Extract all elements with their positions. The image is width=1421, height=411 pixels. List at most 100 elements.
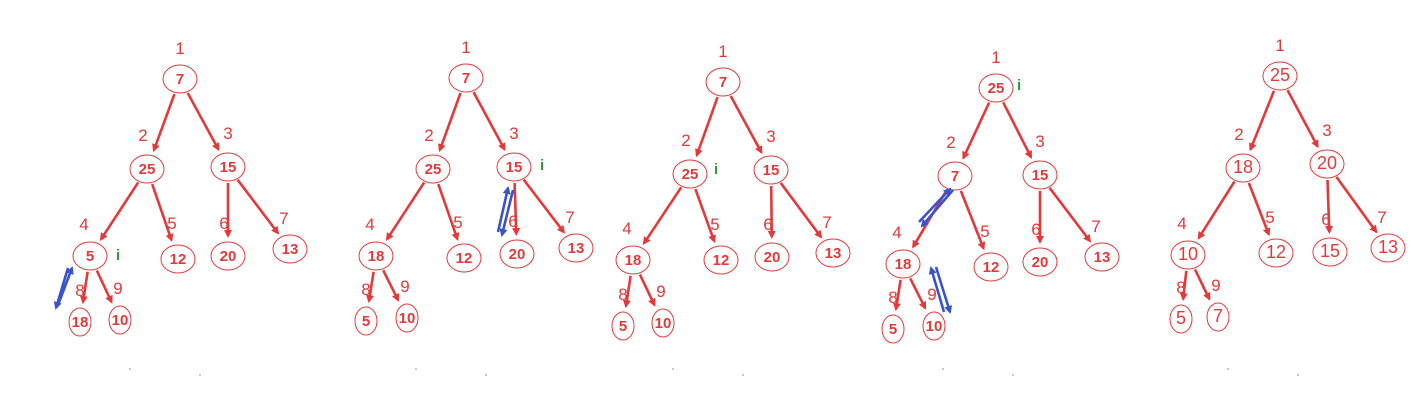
node-index: 4: [622, 219, 631, 238]
edge-arrow: [1048, 187, 1092, 243]
edge-arrow: [385, 181, 426, 241]
node-value: 10: [1178, 244, 1198, 264]
node-index: 6: [219, 214, 228, 233]
node-index: 9: [113, 279, 122, 298]
node-index: 3: [1035, 132, 1044, 151]
node-value: 10: [926, 318, 943, 335]
node-circle: [753, 155, 789, 185]
node-circle: [1206, 302, 1230, 332]
edge-arrow: [892, 279, 902, 312]
edge-arrow: [909, 277, 927, 310]
edge-arrow: [152, 93, 176, 153]
node-index: 9: [656, 282, 665, 301]
node-index: 1: [991, 48, 1000, 67]
node-circle: [881, 314, 905, 344]
node-index: 5: [453, 213, 462, 232]
edge-arrow: [642, 186, 683, 245]
heap-node-3: 20 3: [1309, 121, 1345, 179]
edge-arrow: [150, 183, 174, 242]
heap-node-3: 15 3: [496, 124, 532, 182]
node-index: 2: [946, 133, 955, 152]
swap-arrow: [496, 186, 511, 233]
node-value: 18: [625, 252, 642, 269]
node-value: 12: [713, 252, 730, 269]
node-circle: [978, 73, 1014, 103]
node-index: 5: [1265, 208, 1274, 227]
heap-node-9: 79: [1206, 276, 1230, 332]
node-circle: [210, 152, 246, 182]
node-value: 5: [86, 248, 94, 265]
heap-node-7: 13 7: [1084, 217, 1120, 272]
node-value: 10: [655, 315, 672, 332]
node-index: 6: [508, 212, 517, 231]
edge-arrow: [729, 95, 763, 155]
heap-node-4: 18 4: [615, 219, 651, 275]
edge-arrow: [512, 182, 521, 236]
node-index: 4: [79, 215, 88, 234]
stray-dot: [1227, 368, 1229, 370]
heap-node-8: 58: [611, 285, 635, 341]
heap-node-1: 71: [162, 39, 198, 94]
node-value: 7: [462, 70, 470, 87]
edge-arrow: [438, 92, 462, 153]
node-index: 6: [763, 215, 772, 234]
node-index: 8: [361, 280, 370, 299]
node-circle: [160, 244, 196, 274]
node-value: 15: [220, 159, 237, 176]
node-circle: [1309, 149, 1345, 179]
node-value: 5: [1176, 308, 1186, 328]
swap-arrow: [56, 266, 74, 306]
node-circle: [815, 238, 851, 268]
edge-arrow: [1179, 270, 1188, 302]
heap-node-1: 25 1: [978, 48, 1014, 103]
node-index: 3: [766, 127, 775, 146]
heap-node-6: 15 6: [1312, 210, 1348, 267]
edge-arrow: [99, 181, 140, 241]
node-circle: [885, 249, 921, 279]
node-value: 13: [825, 245, 842, 262]
node-circle: [1022, 247, 1058, 277]
heap-node-4: 18 4: [885, 223, 921, 279]
heap-node-3: 15 3: [210, 124, 246, 182]
heap-node-5: 12 5: [160, 214, 196, 274]
heap-node-8: 58: [1169, 278, 1193, 334]
node-index: 4: [365, 215, 374, 234]
stray-dot: [129, 368, 131, 370]
node-index: 5: [167, 214, 176, 233]
node-circle: [973, 252, 1009, 282]
edge-arrow: [694, 188, 716, 244]
heap-node-7: 13 7: [815, 213, 851, 268]
swap-arrow: [499, 189, 515, 237]
node-value: 5: [619, 318, 627, 335]
node-index: 4: [1177, 214, 1186, 233]
heap-node-9: 10 9: [395, 277, 419, 333]
heap-node-7: 13 7: [272, 209, 308, 264]
current-position-marker: i: [540, 157, 544, 174]
node-circle: [68, 307, 92, 337]
heap-node-1: 25 1: [1262, 36, 1298, 91]
heap-node-7: 13 7: [558, 208, 594, 263]
edge-arrow: [95, 269, 113, 304]
heap-node-9: 10 9: [651, 282, 675, 338]
node-circle: [611, 311, 635, 341]
edge-arrow: [1247, 182, 1271, 237]
node-value: 18: [1233, 157, 1253, 177]
edge-arrow: [962, 101, 991, 160]
swap-arrow: [928, 266, 946, 313]
node-value: 25: [425, 161, 442, 178]
node-circle: [558, 233, 594, 263]
node-circle: [1084, 242, 1120, 272]
edge-arrow: [382, 269, 400, 302]
swap-arrow: [918, 187, 952, 223]
node-circle: [754, 242, 790, 272]
node-value: 20: [509, 246, 526, 263]
stray-dot: [672, 368, 674, 370]
current-position-marker: i: [116, 247, 120, 264]
node-value: 20: [764, 249, 781, 266]
heap-node-8: 58: [354, 280, 378, 336]
edge-arrow: [472, 91, 506, 152]
